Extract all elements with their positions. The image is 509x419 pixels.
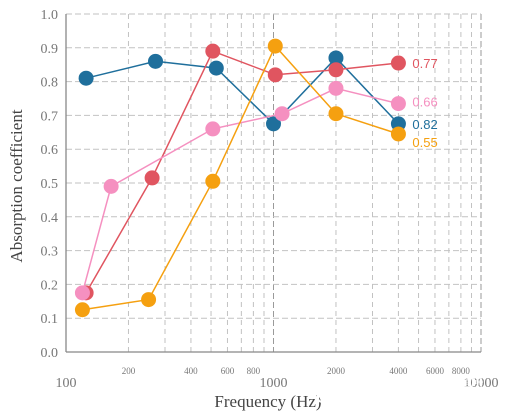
watermark-sub-text: © 2014 www.HD.Club.tw xyxy=(366,393,465,403)
y-tick-label: 0.4 xyxy=(41,211,59,226)
x-tick-label-minor: 200 xyxy=(122,366,136,376)
x-tick-label-minor: 600 xyxy=(221,366,235,376)
y-axis-title: Absorption coefficient xyxy=(7,109,26,262)
watermark-logo-text: HD xyxy=(330,383,349,398)
series-4-point xyxy=(141,292,157,308)
x-tick-label-minor: 8000 xyxy=(452,366,471,376)
end-labels: 0.82 0.77 0.66 0.55 xyxy=(412,56,437,150)
series-4-point xyxy=(267,38,283,54)
y-tick-label: 0.1 xyxy=(41,312,59,327)
y-tick-label: 0.9 xyxy=(41,42,59,57)
watermark: HD HD.Club 高清視頻所 © 2014 www.HD.Club.tw xyxy=(317,376,484,403)
series-1-point xyxy=(148,53,164,69)
series-end-label-3: 0.66 xyxy=(412,95,437,110)
series-2-point xyxy=(267,67,283,83)
series-4-point xyxy=(328,106,344,122)
series-1-point xyxy=(328,50,344,66)
series-1-point xyxy=(266,116,281,132)
series-end-label-1: 0.82 xyxy=(412,117,437,132)
x-tick-label-minor: 6000 xyxy=(426,366,445,376)
series-end-label-2: 0.77 xyxy=(412,56,437,71)
series-3-point xyxy=(328,80,344,96)
x-axis-ticks: 100 1000 10000 200 400 600 800 2000 4000 6000 8000 xyxy=(56,366,499,391)
watermark-logo-box xyxy=(317,377,361,403)
series-2-point xyxy=(205,43,221,59)
x-axis-title: Frequency (Hz) xyxy=(214,392,321,411)
series-end-label-4: 0.55 xyxy=(412,135,437,150)
y-tick-label: 0.8 xyxy=(41,76,59,91)
series-3-point xyxy=(103,178,119,194)
y-tick-label: 0.5 xyxy=(41,177,59,192)
x-tick-label-major: 10000 xyxy=(464,376,499,391)
plot-frame xyxy=(65,14,481,353)
series-4-point xyxy=(205,173,221,189)
watermark-main-text: HD.Club 高清視頻所 xyxy=(366,376,484,391)
series-line-3 xyxy=(81,87,399,294)
x-tick-label-major: 100 xyxy=(56,376,77,391)
y-tick-label: 1.0 xyxy=(41,8,59,23)
series-4-point xyxy=(74,302,90,318)
x-tick-label-major: 1000 xyxy=(260,376,288,391)
y-tick-label: 0.0 xyxy=(41,346,59,361)
y-tick-label: 0.7 xyxy=(41,109,59,124)
series-line-4 xyxy=(82,44,399,311)
series-3-point xyxy=(205,121,221,137)
x-tick-label-minor: 400 xyxy=(184,366,198,376)
series-2-point xyxy=(144,170,160,186)
y-axis-ticks: 0.0 0.1 0.2 0.3 0.4 0.5 0.6 0.7 0.8 0.9 1.0 xyxy=(41,8,59,361)
series-line-2 xyxy=(85,50,399,294)
series-layer xyxy=(74,38,406,318)
series-1-point xyxy=(78,70,94,86)
series-2-point xyxy=(328,62,344,78)
y-tick-label: 0.2 xyxy=(41,278,59,293)
y-tick-label: 0.3 xyxy=(41,245,59,260)
x-tick-label-minor: 800 xyxy=(247,366,261,376)
x-tick-label-minor: 2000 xyxy=(327,366,346,376)
series-2-point xyxy=(390,55,406,71)
x-tick-label-minor: 4000 xyxy=(389,366,408,376)
series-3-point xyxy=(390,96,406,112)
series-3-point xyxy=(274,106,290,122)
series-3-point xyxy=(74,285,90,301)
series-1-point xyxy=(208,60,224,76)
y-tick-label: 0.6 xyxy=(41,143,59,158)
series-4-point xyxy=(390,126,406,142)
